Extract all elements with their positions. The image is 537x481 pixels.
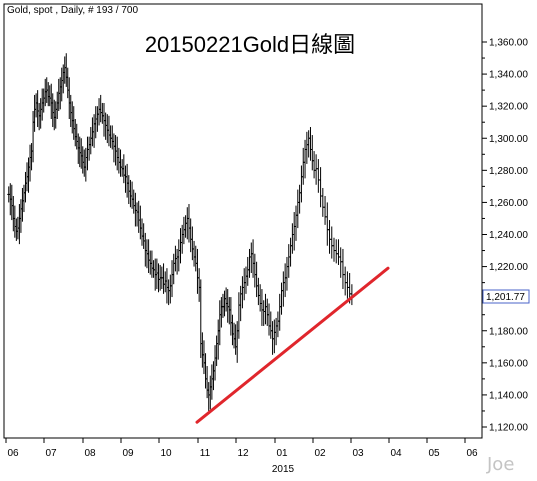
y-tick-label: 1,340.00 [489, 70, 528, 81]
x-tick-label: 04 [390, 448, 402, 459]
trendline-group [195, 266, 390, 424]
y-tick-label: 1,320.00 [489, 102, 528, 113]
y-tick-label: 1,300.00 [489, 134, 528, 145]
watermark-text: Joe [486, 454, 514, 475]
ohlc-bars [7, 53, 354, 411]
y-tick-label: 1,160.00 [489, 358, 528, 369]
y-tick-label: 1,360.00 [489, 38, 528, 49]
x-tick-label: 03 [352, 448, 364, 459]
x-tick-label: 02 [314, 448, 326, 459]
x-year-label: 2015 [272, 464, 295, 475]
plot-frame [3, 3, 483, 439]
x-axis-ticks: 06 07 08 09 10 11 12 01 02 03 04 05 06 [5, 438, 478, 459]
x-tick-label: 11 [200, 448, 211, 459]
x-tick-label: 06 [7, 448, 19, 459]
x-tick-label: 01 [276, 448, 288, 459]
support-trendline [195, 266, 390, 424]
y-tick-label: 1,140.00 [489, 390, 528, 401]
y-tick-label: 1,120.00 [489, 423, 528, 434]
y-tick-label: 1,220.00 [489, 262, 528, 273]
x-tick-label: 06 [466, 448, 478, 459]
y-tick-label: 1,240.00 [489, 230, 528, 241]
last-price-label: 1,201.77 [486, 292, 525, 303]
x-tick-label: 12 [237, 448, 249, 459]
last-price-marker: 1,201.77 [482, 289, 530, 304]
chart-header-info: Gold, spot , Daily, # 193 / 700 [7, 5, 138, 16]
x-tick-label: 10 [160, 448, 172, 459]
last-price-box [482, 289, 530, 304]
y-tick-label: 1,180.00 [489, 326, 528, 337]
y-tick-label: 1,260.00 [489, 198, 528, 209]
x-tick-label: 09 [122, 448, 134, 459]
x-tick-label: 07 [45, 448, 57, 459]
y-axis-ticks: 1,120.001,140.001,160.001,180.001,200.00… [482, 38, 528, 434]
x-tick-label: 08 [84, 448, 96, 459]
chart-title: 20150221Gold日線圖 [145, 32, 355, 57]
x-tick-label: 05 [428, 448, 440, 459]
y-tick-label: 1,280.00 [489, 166, 528, 177]
